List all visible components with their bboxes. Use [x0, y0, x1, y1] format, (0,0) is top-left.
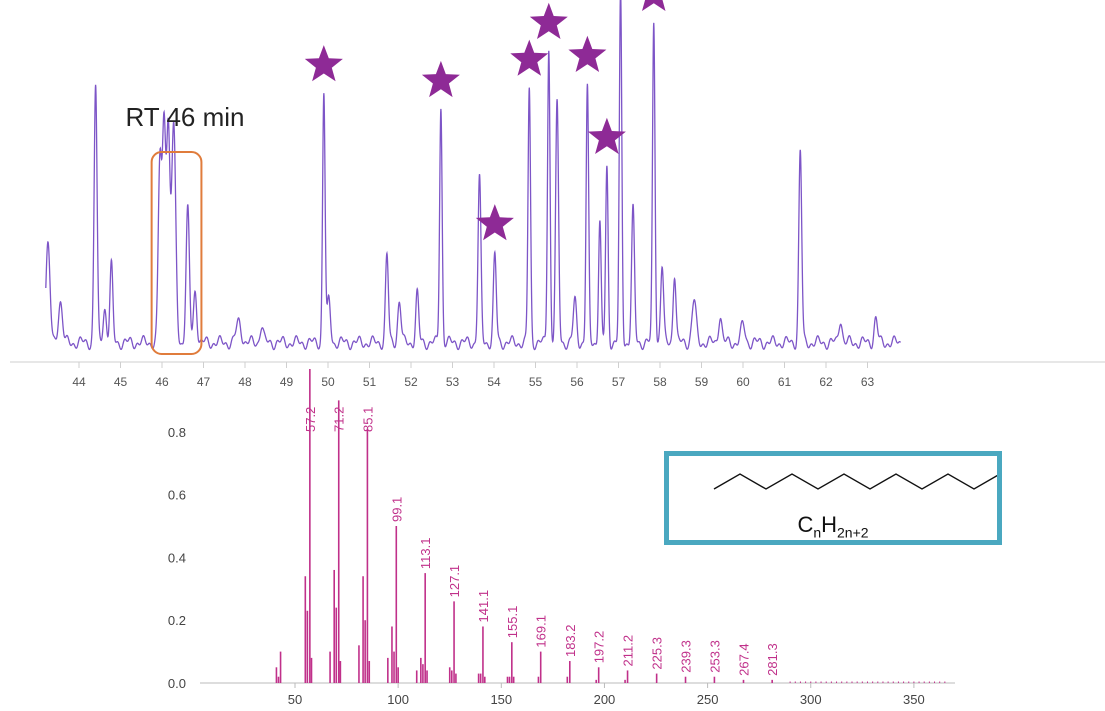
- spectrum-y-tick-label: 0.2: [168, 613, 186, 628]
- spectrum-x-tick-label: 350: [903, 692, 925, 707]
- chromatogram-tick-label: 54: [487, 375, 501, 389]
- chromatogram-tick-label: 53: [446, 375, 460, 389]
- spectrum-peak-label: 267.4: [736, 643, 751, 676]
- peak-star-icon: [529, 2, 568, 40]
- spectrum-y-ticks: 0.0 0.2 0.4 0.6 0.8: [168, 425, 186, 691]
- spectrum-x-tick-label: 200: [594, 692, 616, 707]
- chromatogram-tick-label: 51: [363, 375, 377, 389]
- formula-n: n: [813, 524, 822, 541]
- formula-c: C: [797, 512, 814, 537]
- chromatogram-tick-label: 47: [197, 375, 211, 389]
- chromatogram-tick-label: 44: [72, 375, 86, 389]
- chromatogram-tick-label: 57: [612, 375, 626, 389]
- peak-star-icon: [642, 0, 666, 11]
- spectrum-peak-label: 197.2: [592, 631, 607, 664]
- spectrum-peak-labels: 57.2 71.2 85.1 99.1 113.1 127.1 141.1 155.1 169.…: [303, 407, 780, 676]
- chromatogram-tick-label: 48: [238, 375, 252, 389]
- spectrum-peak-label: 127.1: [447, 565, 462, 598]
- spectrum-peak-label: 155.1: [505, 606, 520, 639]
- formula-h: H: [821, 512, 838, 537]
- chromatogram-trace: [45, 0, 902, 351]
- chromatogram-tick-label: 61: [778, 375, 792, 389]
- rt-46-highlight-box: [150, 151, 203, 355]
- chromatogram-tick-label: 49: [280, 375, 294, 389]
- spectrum-peak-label: 183.2: [563, 624, 578, 657]
- spectrum-x-tick-label: 100: [387, 692, 409, 707]
- spectrum-x-tick-label: 250: [697, 692, 719, 707]
- chromatogram-tick-label: 63: [861, 375, 875, 389]
- chromatogram-tick-label: 56: [570, 375, 584, 389]
- spectrum-peak-label: 211.2: [621, 635, 636, 667]
- peak-star-icon: [510, 39, 549, 76]
- rt-label: RT 46 min: [126, 102, 245, 132]
- spectrum-peak-label: 71.2: [332, 407, 347, 432]
- peak-star-icon: [304, 45, 343, 82]
- spectrum-y-tick-label: 0.0: [168, 676, 186, 691]
- chromatogram-tick-label: 50: [321, 375, 335, 389]
- alkane-chain-icon: [713, 473, 997, 490]
- chromatogram-tick-label: 59: [695, 375, 709, 389]
- peak-star-icon: [568, 35, 607, 72]
- spectrum-peak-label: 85.1: [360, 407, 375, 432]
- peak-star-icon: [421, 60, 460, 98]
- spectrum-peak-label: 57.2: [303, 407, 318, 432]
- spectrum-y-tick-label: 0.8: [168, 425, 186, 440]
- spectrum-peak-label: 169.1: [534, 615, 549, 648]
- spectrum-y-tick-label: 0.6: [168, 488, 186, 503]
- formula-2n2: 2n+2: [837, 524, 869, 541]
- spectrum-peak-label: 225.3: [650, 637, 665, 670]
- spectrum-x-tick-label: 50: [288, 692, 302, 707]
- spectrum-peak-label: 253.3: [707, 640, 722, 673]
- mass-spectrum-panel: 0.0 0.2 0.4 0.6 0.8 50 100 150 200 250 300 350 57.…: [168, 369, 955, 707]
- chromatogram-tick-label: 52: [404, 375, 418, 389]
- spectrum-peak-label: 281.3: [765, 643, 780, 676]
- chromatogram-panel: 44 45 46 47 48 49 50 51 52 53 54 55 56 57 58 59 60 61 62 63…: [10, 0, 1105, 389]
- spectrum-y-tick-label: 0.4: [168, 550, 186, 565]
- alkane-structure-box: CnH2n+2: [664, 451, 1002, 545]
- chromatogram-tick-label: 45: [114, 375, 128, 389]
- peak-star-icon: [475, 204, 514, 241]
- spectrum-x-tick-label: 150: [490, 692, 512, 707]
- alkane-formula: CnH2n+2: [669, 512, 997, 540]
- peak-star-icon: [587, 117, 626, 154]
- chromatogram-tick-label: 58: [653, 375, 667, 389]
- peak-star-markers: [304, 0, 666, 241]
- spectrum-peak-label: 141.1: [476, 590, 491, 623]
- chromatogram-tick-label: 55: [529, 375, 543, 389]
- chromatogram-tick-label: 46: [155, 375, 169, 389]
- spectrum-peak-label: 113.1: [418, 538, 433, 570]
- spectrum-bars: [275, 369, 946, 683]
- spectrum-peak-label: 239.3: [679, 640, 694, 673]
- spectrum-x-tick-label: 300: [800, 692, 822, 707]
- chromatogram-tick-label: 60: [736, 375, 750, 389]
- spectrum-x-ticks: 50 100 150 200 250 300 350: [288, 683, 925, 707]
- chromatogram-x-ticks: 44 45 46 47 48 49 50 51 52 53 54 55 56 57 58 59 60 61 62 63: [72, 362, 874, 389]
- chromatogram-tick-label: 62: [819, 375, 833, 389]
- spectrum-peak-label: 99.1: [389, 497, 404, 522]
